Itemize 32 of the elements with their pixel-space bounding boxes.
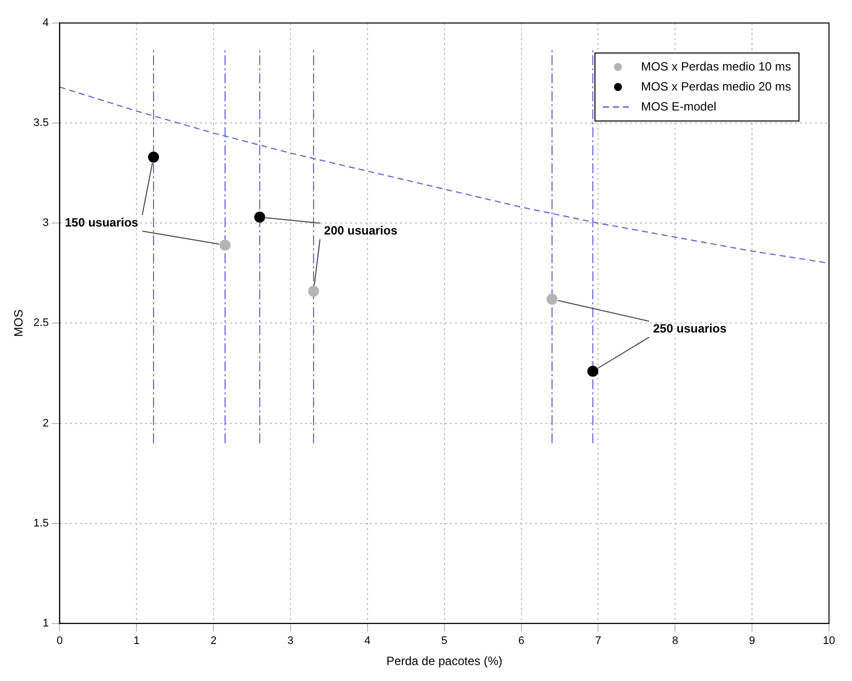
x-axis-title: Perda de pacotes (%) bbox=[386, 654, 502, 668]
point bbox=[546, 294, 558, 305]
y-tick-label: 1 bbox=[42, 617, 49, 630]
point bbox=[148, 152, 160, 163]
x-tick-label: 3 bbox=[287, 635, 294, 648]
y-axis-title: MOS bbox=[12, 310, 26, 337]
x-tick-label: 0 bbox=[56, 635, 63, 648]
point bbox=[308, 286, 320, 297]
x-tick-label: 9 bbox=[749, 635, 756, 648]
x-tick-label: 8 bbox=[672, 635, 678, 648]
x-tick-label: 5 bbox=[441, 635, 448, 648]
point bbox=[587, 366, 598, 377]
legend-label: MOS x Perdas medio 20 ms bbox=[640, 79, 792, 94]
x-tick-label: 10 bbox=[822, 635, 836, 648]
legend-label: MOS E-model bbox=[640, 99, 716, 114]
y-tick-label: 3 bbox=[42, 217, 49, 230]
x-tick-label: 6 bbox=[518, 635, 524, 648]
annotation: 200 usuarios bbox=[324, 223, 398, 238]
y-tick-label: 3.5 bbox=[33, 117, 49, 130]
y-tick-label: 1.5 bbox=[33, 517, 49, 530]
x-tick-label: 7 bbox=[595, 635, 602, 648]
annotation: 250 usuarios bbox=[653, 322, 727, 336]
y-tick-label: 2 bbox=[42, 417, 49, 430]
x-tick-label: 4 bbox=[364, 635, 370, 648]
annotation: 150 usuarios bbox=[64, 215, 139, 230]
y-tick-label: 2.5 bbox=[33, 317, 49, 330]
legend-label: MOS x Perdas medio 10 ms bbox=[640, 59, 792, 74]
point bbox=[220, 240, 231, 251]
x-tick-label: 2 bbox=[210, 635, 217, 648]
x-tick-label: 1 bbox=[134, 635, 140, 648]
point bbox=[254, 212, 266, 223]
y-tick-label: 4 bbox=[42, 17, 49, 30]
